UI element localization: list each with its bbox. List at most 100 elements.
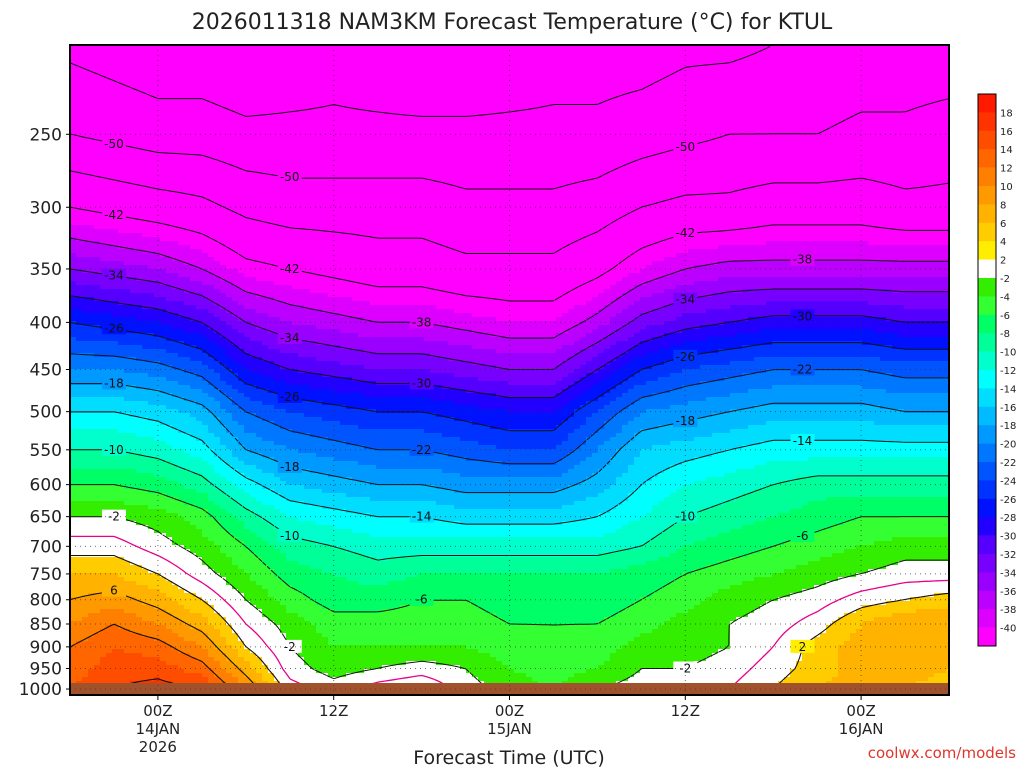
- y-tick-label: 250: [30, 125, 62, 145]
- y-tick-label: 400: [30, 313, 62, 333]
- contour-label: -18: [675, 414, 695, 428]
- colorbar-swatch: [978, 462, 996, 481]
- y-tick-label: 600: [30, 476, 62, 496]
- colorbar-label: -6: [1000, 311, 1010, 322]
- contour-label: -6: [797, 529, 809, 543]
- contour-label: -10: [280, 529, 300, 543]
- y-tick-label: 900: [30, 638, 62, 658]
- x-tick-label: 2026: [139, 738, 177, 756]
- y-tick-label: 500: [30, 403, 62, 423]
- x-tick-label: 00Z: [143, 702, 172, 720]
- colorbar-label: -8: [1000, 329, 1010, 340]
- contour-label: -50: [280, 170, 300, 184]
- contour-label: -26: [104, 321, 124, 335]
- plot-area: -50 -50-50-42-42-42-38-38-34-34-34-30-30-…: [70, 45, 953, 698]
- colorbar-label: -30: [1000, 532, 1016, 543]
- colorbar-swatch: [978, 591, 996, 610]
- colorbar-swatch: [978, 296, 996, 315]
- contour-label: -14: [412, 510, 432, 524]
- colorbar-swatch: [978, 425, 996, 444]
- x-tick-label: 00Z: [495, 702, 524, 720]
- colorbar-label: 2: [1000, 256, 1006, 267]
- colorbar-swatch: [978, 499, 996, 518]
- colorbar-swatch: [978, 204, 996, 223]
- x-axis-label: Forecast Time (UTC): [413, 747, 604, 768]
- colorbar-label: -40: [1000, 624, 1016, 635]
- colorbar-swatch: [978, 480, 996, 499]
- colorbar-swatch: [978, 223, 996, 242]
- colorbar-label: -12: [1000, 366, 1016, 377]
- colorbar-label: 8: [1000, 200, 1006, 211]
- colorbar-swatch: [978, 352, 996, 371]
- colorbar-label: -36: [1000, 587, 1016, 598]
- colorbar-label: -16: [1000, 403, 1016, 414]
- colorbar-swatch: [978, 370, 996, 389]
- colorbar-swatch: [978, 168, 996, 187]
- contour-label: -34: [280, 331, 300, 345]
- colorbar-label: 12: [1000, 164, 1013, 175]
- y-tick-label: 650: [30, 508, 62, 528]
- colorbar-label: -24: [1000, 476, 1016, 487]
- colorbar-label: 6: [1000, 219, 1006, 230]
- colorbar-label: 10: [1000, 182, 1013, 193]
- colorbar-swatch: [978, 186, 996, 205]
- y-tick-label: 700: [30, 537, 62, 557]
- x-tick-label: 12Z: [319, 702, 348, 720]
- colorbar-label: -38: [1000, 605, 1016, 616]
- x-tick-label: 16JAN: [839, 720, 884, 738]
- colorbar-label: -26: [1000, 495, 1016, 506]
- colorbar-swatch: [978, 241, 996, 260]
- contour-label: -38: [793, 253, 813, 267]
- y-tick-label: 750: [30, 565, 62, 585]
- colorbar: 18161412108642-2-4-6-8-10-12-14-16-18-20…: [978, 94, 1016, 646]
- y-tick-label: 300: [30, 198, 62, 218]
- colorbar-swatch: [978, 609, 996, 628]
- colorbar-swatch: [978, 517, 996, 536]
- contour-label: -42: [280, 262, 300, 276]
- contour-label: -22: [412, 443, 432, 457]
- credit-text: coolwx.com/models: [868, 744, 1016, 762]
- colorbar-swatch: [978, 112, 996, 131]
- colorbar-label: 16: [1000, 127, 1013, 138]
- contour-label: -34: [675, 293, 695, 307]
- colorbar-label: -2: [1000, 274, 1010, 285]
- x-tick-label: 15JAN: [487, 720, 532, 738]
- x-tick-label: 00Z: [846, 702, 875, 720]
- y-tick-label: 850: [30, 615, 62, 635]
- x-tick-label: 12Z: [671, 702, 700, 720]
- y-tick-label: 350: [30, 260, 62, 280]
- colorbar-swatch: [978, 333, 996, 352]
- colorbar-swatch: [978, 444, 996, 463]
- contour-label: -50: [104, 137, 124, 151]
- contour-label: -18: [280, 460, 300, 474]
- chart-title: 2026011318 NAM3KM Forecast Temperature (…: [192, 10, 833, 35]
- contour-label: 6: [110, 584, 118, 598]
- contour-label: -34: [104, 269, 124, 283]
- colorbar-swatch: [978, 149, 996, 168]
- contour-label: -18: [104, 376, 124, 390]
- colorbar-swatch: [978, 278, 996, 297]
- y-axis: 2503003504004505005506006507007508008509…: [19, 125, 70, 700]
- colorbar-label: -28: [1000, 513, 1016, 524]
- colorbar-label: -14: [1000, 384, 1016, 395]
- colorbar-swatch: [978, 554, 996, 573]
- colorbar-swatch: [978, 407, 996, 426]
- colorbar-label: -4: [1000, 292, 1010, 303]
- y-tick-label: 800: [30, 591, 62, 611]
- colorbar-swatch: [978, 131, 996, 150]
- contour-label: -30: [793, 309, 813, 323]
- colorbar-label: -34: [1000, 568, 1016, 579]
- contour-label: -38: [412, 315, 432, 329]
- ground-band: [70, 683, 949, 695]
- colorbar-label: -18: [1000, 421, 1016, 432]
- contour-label: -30: [412, 376, 432, 390]
- y-tick-label: 550: [30, 441, 62, 461]
- colorbar-swatch: [978, 94, 996, 113]
- contour-label: -14: [793, 434, 813, 448]
- colorbar-swatch: [978, 572, 996, 591]
- y-tick-label: 1000: [19, 680, 62, 700]
- colorbar-swatch: [978, 388, 996, 407]
- contour-label: -26: [280, 390, 300, 404]
- contour-label: -50: [675, 140, 695, 154]
